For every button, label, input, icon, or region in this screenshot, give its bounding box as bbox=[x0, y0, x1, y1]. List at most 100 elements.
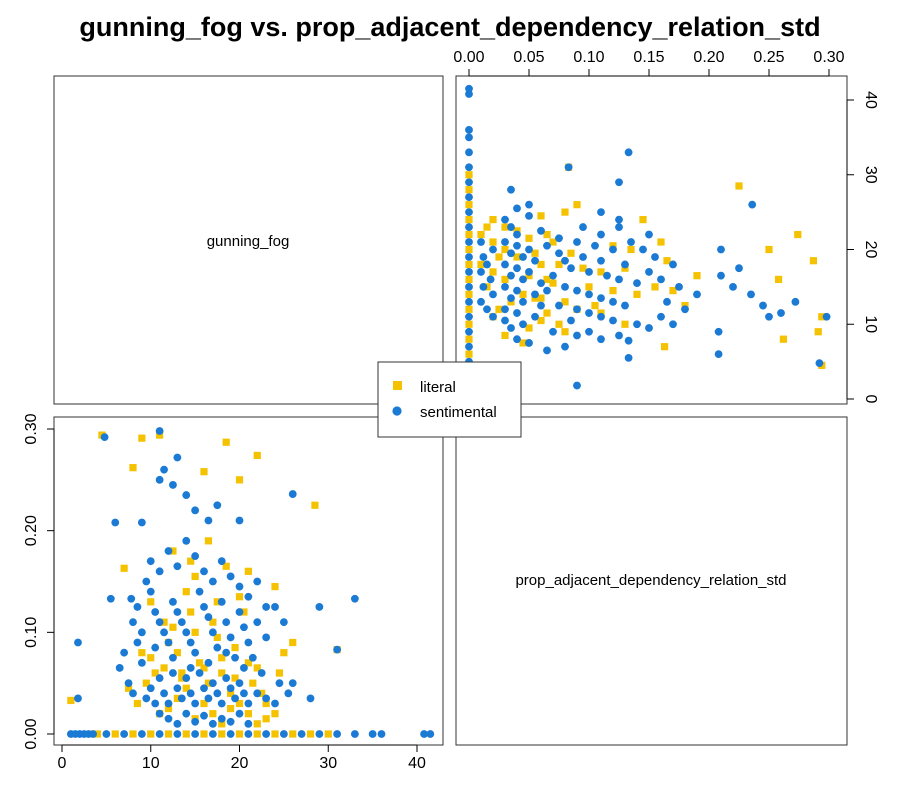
point-sentimental bbox=[279, 730, 288, 738]
point-literal bbox=[124, 684, 133, 692]
point-literal bbox=[549, 238, 557, 246]
point-sentimental bbox=[645, 324, 653, 332]
point-literal bbox=[537, 316, 545, 325]
point-sentimental bbox=[155, 709, 164, 718]
point-literal bbox=[151, 669, 159, 677]
point-literal bbox=[222, 562, 230, 570]
point-sentimental bbox=[297, 730, 306, 738]
point-sentimental bbox=[284, 689, 293, 698]
point-sentimental bbox=[513, 241, 521, 250]
point-sentimental bbox=[465, 297, 473, 306]
point-literal bbox=[579, 264, 587, 272]
point-sentimental bbox=[573, 381, 581, 390]
axis-bottom-gunning-fog: 0 10 20 30 40 bbox=[58, 744, 426, 772]
point-sentimental bbox=[477, 268, 485, 276]
point-literal bbox=[525, 234, 533, 242]
point-sentimental bbox=[244, 592, 253, 601]
point-sentimental bbox=[164, 547, 173, 555]
point-sentimental bbox=[615, 215, 623, 224]
point-literal bbox=[253, 451, 261, 460]
point-sentimental bbox=[240, 664, 248, 672]
legend: literal sentimental bbox=[377, 361, 522, 438]
point-sentimental bbox=[531, 256, 539, 265]
point-literal bbox=[585, 283, 593, 291]
point-sentimental bbox=[633, 279, 641, 288]
point-literal bbox=[465, 290, 473, 298]
point-literal bbox=[191, 628, 199, 636]
point-sentimental bbox=[253, 577, 262, 586]
point-sentimental bbox=[525, 211, 533, 220]
point-sentimental bbox=[489, 245, 497, 254]
point-sentimental bbox=[106, 594, 115, 603]
point-literal bbox=[138, 434, 146, 442]
point-sentimental bbox=[74, 638, 82, 647]
tick-label: 10 bbox=[862, 315, 879, 333]
point-sentimental bbox=[543, 241, 551, 250]
point-sentimental bbox=[204, 516, 213, 525]
point-sentimental bbox=[465, 133, 473, 142]
point-sentimental bbox=[127, 594, 136, 603]
point-sentimental bbox=[507, 249, 515, 258]
point-sentimental bbox=[160, 689, 168, 698]
point-literal bbox=[178, 669, 186, 677]
point-literal bbox=[209, 618, 217, 626]
tick-label: 0 bbox=[862, 395, 879, 404]
point-literal bbox=[280, 649, 288, 657]
point-sentimental bbox=[173, 719, 182, 728]
point-sentimental bbox=[561, 342, 569, 351]
point-literal bbox=[289, 638, 297, 647]
point-sentimental bbox=[543, 286, 551, 295]
point-literal bbox=[213, 633, 221, 642]
point-sentimental bbox=[186, 638, 195, 647]
point-sentimental bbox=[151, 608, 160, 616]
point-sentimental bbox=[693, 290, 701, 299]
point-literal bbox=[235, 730, 244, 738]
point-sentimental bbox=[74, 694, 82, 703]
point-literal bbox=[253, 664, 261, 672]
point-literal bbox=[235, 593, 244, 601]
point-literal bbox=[543, 275, 551, 283]
point-sentimental bbox=[155, 427, 164, 435]
point-sentimental bbox=[235, 516, 244, 525]
point-literal bbox=[147, 598, 155, 606]
point-literal bbox=[573, 201, 581, 209]
point-literal bbox=[561, 328, 569, 336]
point-sentimental bbox=[477, 297, 485, 306]
point-literal bbox=[765, 245, 773, 254]
point-sentimental bbox=[564, 163, 573, 172]
point-sentimental bbox=[624, 148, 633, 157]
point-sentimental bbox=[519, 320, 527, 329]
point-sentimental bbox=[137, 628, 146, 637]
point-sentimental bbox=[155, 618, 164, 627]
point-sentimental bbox=[507, 294, 515, 302]
tick-label: 0.00 bbox=[23, 718, 40, 749]
point-sentimental bbox=[748, 200, 757, 209]
point-sentimental bbox=[609, 297, 617, 306]
point-literal bbox=[501, 223, 509, 231]
point-sentimental bbox=[501, 282, 509, 291]
point-sentimental bbox=[465, 282, 473, 291]
point-literal bbox=[531, 249, 539, 257]
point-literal bbox=[561, 298, 569, 306]
point-sentimental bbox=[244, 638, 253, 647]
point-sentimental bbox=[208, 730, 217, 738]
point-literal bbox=[495, 305, 503, 313]
point-sentimental bbox=[288, 679, 297, 688]
point-sentimental bbox=[186, 689, 195, 698]
point-sentimental bbox=[549, 327, 557, 336]
point-sentimental bbox=[368, 730, 377, 738]
point-sentimental bbox=[142, 577, 151, 586]
point-literal bbox=[306, 730, 315, 738]
point-sentimental bbox=[501, 238, 509, 246]
tick-label: 0.15 bbox=[633, 49, 664, 66]
point-sentimental bbox=[777, 309, 785, 317]
point-sentimental bbox=[315, 730, 324, 738]
point-sentimental bbox=[191, 648, 200, 657]
point-sentimental bbox=[164, 699, 173, 708]
point-literal bbox=[465, 335, 473, 343]
point-literal bbox=[231, 643, 239, 652]
point-literal bbox=[222, 438, 230, 446]
point-sentimental bbox=[465, 312, 473, 321]
point-literal bbox=[178, 674, 186, 682]
point-sentimental bbox=[465, 125, 473, 134]
